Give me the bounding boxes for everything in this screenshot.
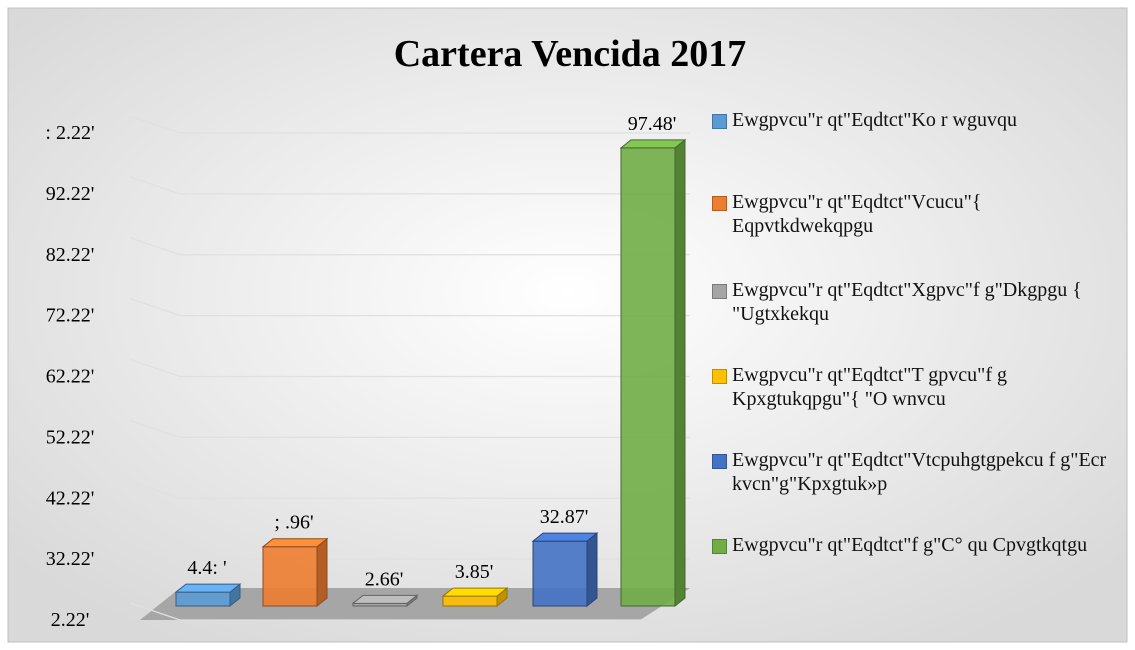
data-label: 97.48' bbox=[628, 113, 677, 135]
bar-top bbox=[441, 587, 509, 597]
grid-line bbox=[129, 298, 690, 317]
data-label: 3.85' bbox=[455, 561, 494, 583]
legend-swatch bbox=[712, 369, 727, 384]
legend-label: Ewgpvcu"r qt"Eqdtct"Vcucu"{ Eqpvtkdwekqp… bbox=[732, 191, 982, 237]
data-label: ; .96' bbox=[274, 512, 313, 534]
grid-line bbox=[129, 176, 690, 195]
bar bbox=[442, 595, 498, 607]
legend-label: Ewgpvcu"r qt"Eqdtct"f g"C° qu Cpvgtkqtgu bbox=[732, 534, 1088, 556]
y-tick-label: : 2.22' bbox=[45, 122, 94, 144]
legend-swatch bbox=[712, 114, 727, 129]
legend-item: Ewgpvcu"r qt"Eqdtct"f g"C° qu Cpvgtkqtgu bbox=[712, 533, 1127, 557]
grid-line bbox=[129, 358, 690, 378]
y-tick-label: 52.22' bbox=[46, 426, 95, 448]
bar-side bbox=[586, 532, 598, 608]
bar-side bbox=[674, 138, 686, 608]
data-label: 4.4: ' bbox=[187, 557, 226, 579]
legend-item: Ewgpvcu"r qt"Eqdtct"T gpvcu"f g Kpxgtukq… bbox=[712, 363, 1127, 411]
legend-item: Ewgpvcu"r qt"Eqdtct"Ko r wguvqu bbox=[712, 108, 1127, 132]
bar-top bbox=[531, 532, 599, 542]
y-tick-label: 2.22' bbox=[51, 609, 90, 631]
y-tick-label: 42.22' bbox=[46, 487, 95, 509]
bar-top bbox=[351, 594, 419, 604]
chart-title: Cartera Vencida 2017 bbox=[394, 33, 747, 75]
legend-label: Ewgpvcu"r qt"Eqdtct"Xgpvc"f g"Dkgpgu { "… bbox=[732, 279, 1082, 325]
bar-top bbox=[174, 583, 242, 593]
grid-line bbox=[129, 480, 690, 499]
y-tick-label: 62.22' bbox=[46, 366, 95, 388]
y-tick-label: 32.22' bbox=[46, 548, 95, 570]
data-label: 2.66' bbox=[365, 568, 404, 590]
data-label: 32.87' bbox=[540, 506, 589, 528]
bar bbox=[532, 540, 588, 607]
bar bbox=[175, 591, 231, 607]
legend-item: Ewgpvcu"r qt"Eqdtct"Vcucu"{ Eqpvtkdwekqp… bbox=[712, 190, 1127, 238]
legend-swatch bbox=[712, 284, 727, 299]
y-tick-label: 72.22' bbox=[46, 305, 95, 327]
bar bbox=[262, 546, 318, 607]
legend-label: Ewgpvcu"r qt"Eqdtct"T gpvcu"f g Kpxgtukq… bbox=[732, 364, 1008, 410]
grid-line bbox=[129, 115, 690, 134]
grid-line bbox=[129, 237, 690, 256]
bar-top bbox=[619, 139, 687, 149]
y-tick-label: 82.22' bbox=[46, 244, 95, 266]
grid-line bbox=[129, 602, 690, 621]
legend-item: Ewgpvcu"r qt"Eqdtct"Vtcpuhgtgpekcu f g"E… bbox=[712, 448, 1127, 496]
grid-line bbox=[129, 419, 690, 438]
legend-swatch bbox=[712, 454, 727, 469]
legend-swatch bbox=[712, 539, 727, 554]
legend-label: Ewgpvcu"r qt"Eqdtct"Vtcpuhgtgpekcu f g"E… bbox=[732, 449, 1107, 495]
legend-item: Ewgpvcu"r qt"Eqdtct"Xgpvc"f g"Dkgpgu { "… bbox=[712, 278, 1127, 326]
legend-swatch bbox=[712, 196, 727, 211]
bar-top bbox=[261, 538, 329, 548]
bar-side bbox=[316, 537, 328, 608]
y-tick-label: 92.22' bbox=[46, 183, 95, 205]
bar bbox=[620, 147, 676, 607]
grid-line bbox=[129, 541, 690, 560]
legend-label: Ewgpvcu"r qt"Eqdtct"Ko r wguvqu bbox=[732, 109, 1017, 131]
